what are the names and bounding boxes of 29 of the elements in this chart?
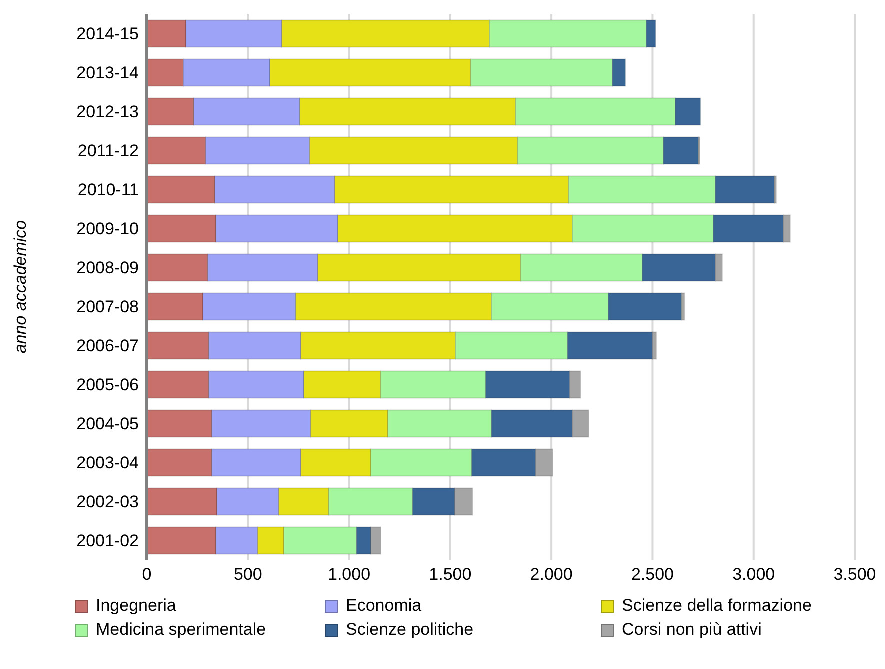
y-tick-label: 2009-10 <box>76 220 139 239</box>
x-tick-label: 3.500 <box>834 565 876 584</box>
y-tick-label: 2014-15 <box>76 24 139 44</box>
y-tick-label: 2013-14 <box>76 64 139 83</box>
y-tick-label: 2012-13 <box>76 102 139 122</box>
x-tick-label: 2.000 <box>530 565 573 584</box>
legend-label: Ingegneria <box>96 596 176 616</box>
x-tick-label: 0 <box>142 565 152 584</box>
legend-label: Medicina sperimentale <box>96 620 266 640</box>
y-tick-label: 2011-12 <box>78 142 139 161</box>
y-axis-title: anno accademico <box>11 220 30 354</box>
x-tick-label: 2.500 <box>631 565 674 584</box>
y-tick-label: 2004-05 <box>76 414 139 434</box>
y-tick-label: 2008-09 <box>76 258 139 278</box>
y-tick-label: 2005-06 <box>76 376 139 395</box>
x-tick-label: 500 <box>234 565 262 584</box>
x-tick-label: 1.500 <box>429 565 472 584</box>
legend-label: Scienze della formazione <box>622 596 812 616</box>
legend-label: Economia <box>346 596 422 616</box>
y-tick-label: 2001-02 <box>76 532 139 551</box>
x-tick-label: 1.000 <box>328 565 371 584</box>
y-tick-label: 2003-04 <box>76 454 139 473</box>
y-tick-label: 2007-08 <box>76 298 139 317</box>
y-tick-label: 2010-11 <box>78 180 139 200</box>
y-tick-label: 2002-03 <box>76 492 139 512</box>
y-tick-label: 2006-07 <box>76 336 139 356</box>
legend-label: Scienze politiche <box>346 620 474 640</box>
legend-label: Corsi non più attivi <box>622 620 762 640</box>
x-tick-label: 3.000 <box>732 565 776 584</box>
